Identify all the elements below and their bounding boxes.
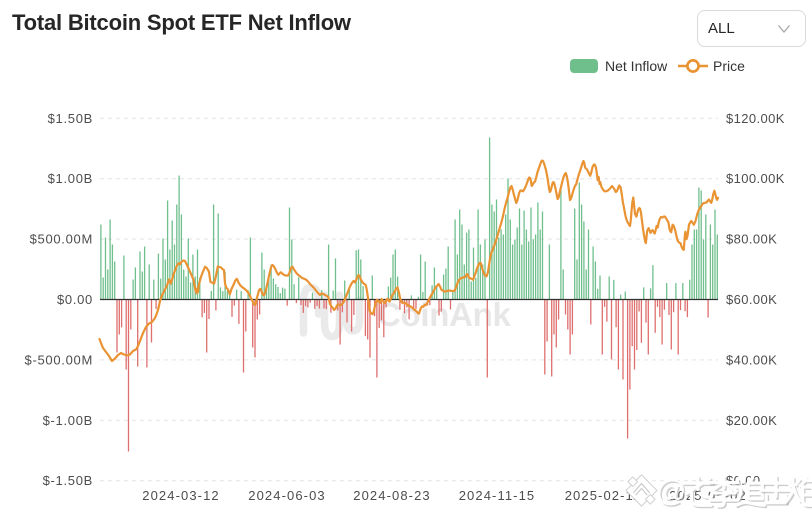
svg-text:2024-03-12: 2024-03-12: [142, 488, 220, 503]
svg-text:2025-02-11: 2025-02-11: [565, 488, 642, 503]
svg-text:$80.00K: $80.00K: [726, 232, 777, 247]
svg-text:$0.00: $0.00: [57, 292, 93, 307]
svg-text:$120.00K: $120.00K: [726, 111, 785, 126]
svg-text:$20.00K: $20.00K: [726, 413, 777, 428]
svg-text:$1.00B: $1.00B: [48, 171, 93, 186]
svg-text:CoinAnk: CoinAnk: [377, 296, 512, 333]
svg-text:@: @: [656, 475, 686, 508]
svg-text:$1.50B: $1.50B: [48, 111, 93, 126]
svg-text:$40.00K: $40.00K: [726, 352, 777, 367]
svg-text:2024-08-23: 2024-08-23: [353, 488, 431, 503]
svg-text:$500.00M: $500.00M: [30, 232, 93, 247]
svg-text:$60.00K: $60.00K: [726, 292, 777, 307]
svg-text:$-500.00M: $-500.00M: [25, 352, 93, 367]
svg-text:$100.00K: $100.00K: [726, 171, 785, 186]
svg-text:$-1.50B: $-1.50B: [43, 473, 93, 488]
svg-text:$-1.00B: $-1.00B: [43, 413, 93, 428]
svg-text:2024-11-15: 2024-11-15: [459, 488, 536, 503]
svg-text:2024-06-03: 2024-06-03: [248, 488, 326, 503]
